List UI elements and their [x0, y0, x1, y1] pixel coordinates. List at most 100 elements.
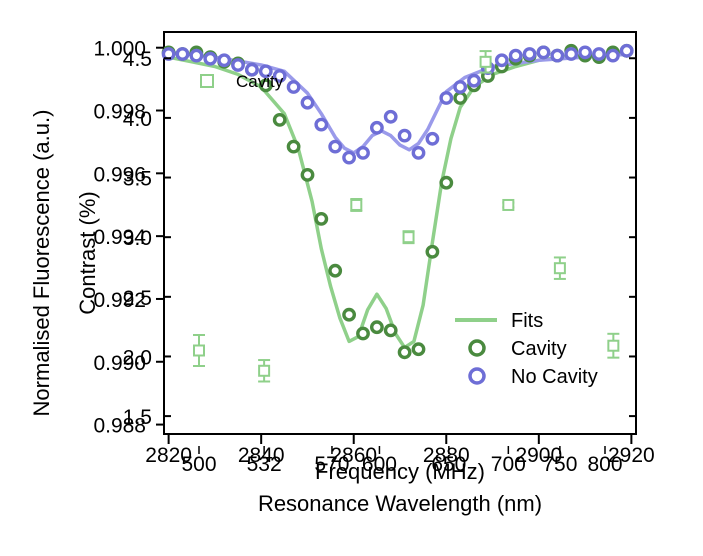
- y-tick-label: 0.996: [93, 163, 146, 186]
- x2-tick-label: 570: [314, 453, 349, 476]
- legend-cavity-label: Cavity: [511, 338, 567, 360]
- x2-tick-label: 532: [247, 453, 282, 476]
- no-cavity-point: [522, 47, 537, 61]
- no-cavity-point: [383, 109, 398, 124]
- x2-tick-label: 600: [362, 453, 397, 476]
- x-tick-label: 2900: [515, 444, 562, 467]
- contrast-point: [402, 230, 415, 245]
- y2-tick-label: 2.5: [123, 287, 152, 310]
- x2-axis-title: Resonance Wavelength (nm): [258, 491, 542, 516]
- contrast-point: [350, 198, 363, 212]
- contrast-legend: Cavity: [200, 72, 284, 91]
- contrast-legend-label: Cavity: [236, 72, 284, 91]
- cavity-point: [397, 345, 412, 360]
- no-cavity-point: [258, 64, 273, 79]
- y-tick-label: 0.988: [93, 415, 146, 438]
- no-cavity-point: [564, 47, 579, 61]
- no-cavity-point: [508, 48, 523, 63]
- legend-nocavity-swatch: [468, 367, 486, 385]
- x2-tick-label: 800: [587, 453, 622, 476]
- cavity-point: [272, 113, 287, 127]
- y2-tick-label: 1.5: [123, 406, 152, 429]
- no-cavity-point: [425, 131, 440, 146]
- legend: Fits Cavity No Cavity: [455, 310, 598, 388]
- no-cavity-point: [356, 145, 370, 160]
- no-cavity-point: [494, 53, 509, 68]
- y-tick-label: 0.998: [93, 101, 146, 124]
- no-cavity-point: [467, 73, 481, 88]
- no-cavity-point: [286, 80, 301, 94]
- cavity-point: [411, 342, 426, 357]
- y2-tick-label: 2.0: [123, 346, 152, 369]
- cavity-point: [328, 263, 343, 278]
- no-cavity-point: [606, 48, 620, 63]
- cavity-point: [286, 139, 301, 154]
- tick-labels: 2820 2840 2860 2880 2900 2920 500 532 570 600 650 7…: [93, 38, 654, 476]
- legend-cavity-swatch: [468, 339, 486, 357]
- cavity-point: [369, 320, 384, 335]
- y2-tick-label: 3.0: [123, 227, 152, 250]
- no-cavity-point: [439, 91, 454, 105]
- fit-line-2: [168, 50, 632, 350]
- fit-lines: [168, 50, 632, 350]
- y-tick-label: 0.992: [93, 289, 146, 312]
- no-cavity-point: [244, 62, 259, 77]
- no-cavity-point: [231, 58, 245, 72]
- contrast-legend-swatch: [200, 74, 214, 88]
- y-axis-title: Normalised Fluorescence (a.u.): [29, 110, 54, 417]
- no-cavity-point: [453, 80, 468, 94]
- y-tick-label: 0.994: [93, 226, 146, 249]
- no-cavity-point: [578, 45, 592, 60]
- y2-axis-title: Contrast (%): [75, 191, 100, 314]
- tick-marks: [156, 46, 636, 454]
- cavity-point: [342, 307, 356, 322]
- x-tick-label: 2920: [608, 444, 655, 467]
- y2-tick-label: 4.5: [123, 48, 152, 71]
- contrast-point: [553, 256, 566, 280]
- cavity-point: [314, 211, 329, 226]
- no-cavity-point: [175, 47, 190, 61]
- x2-tick-label: 650: [431, 453, 466, 476]
- x2-tick-label: 500: [181, 453, 216, 476]
- contrast-point: [479, 50, 492, 74]
- no-cavity-point: [411, 145, 426, 160]
- cavity-point: [300, 167, 315, 182]
- cavity-point: [425, 244, 440, 259]
- legend-nocavity-label: No Cavity: [511, 366, 598, 388]
- no-cavity-point: [619, 43, 634, 58]
- contrast-point: [502, 198, 515, 211]
- x2-tick-label: 700: [491, 453, 526, 476]
- plot-frame: [163, 31, 637, 435]
- contrast-point: [258, 359, 271, 383]
- no-cavity-point: [203, 51, 218, 66]
- x-tick-label: 2880: [423, 444, 470, 467]
- x-tick-label: 2860: [330, 444, 377, 467]
- contrast-point: [193, 333, 205, 368]
- contrast-point: [607, 332, 620, 359]
- contrast-points: [193, 50, 620, 383]
- no-cavity-point: [550, 48, 565, 63]
- legend-fits-label: Fits: [511, 310, 543, 332]
- x-tick-label: 2820: [145, 444, 192, 467]
- no-cavity-point: [592, 47, 606, 61]
- x-tick-label: 2840: [238, 444, 285, 467]
- no-cavity-point: [300, 95, 315, 110]
- cavity-point: [356, 326, 370, 341]
- no-cavity-point: [397, 128, 412, 143]
- no-cavity-point: [536, 45, 551, 60]
- cavity-point: [383, 323, 398, 338]
- x-axis-title: Frequency (MHz): [315, 459, 485, 484]
- no-cavity-point: [314, 117, 329, 132]
- no-cavity-point: [328, 139, 343, 154]
- no-cavity-point: [272, 69, 287, 83]
- data-points: [161, 43, 634, 360]
- y-tick-label: 0.990: [93, 352, 146, 375]
- cavity-point: [258, 78, 273, 93]
- y-tick-label: 1.000: [93, 38, 146, 61]
- no-cavity-point: [189, 48, 204, 63]
- y2-tick-label: 4.0: [123, 108, 152, 131]
- no-cavity-point: [342, 150, 356, 165]
- cavity-point: [453, 91, 468, 105]
- no-cavity-point: [217, 53, 232, 68]
